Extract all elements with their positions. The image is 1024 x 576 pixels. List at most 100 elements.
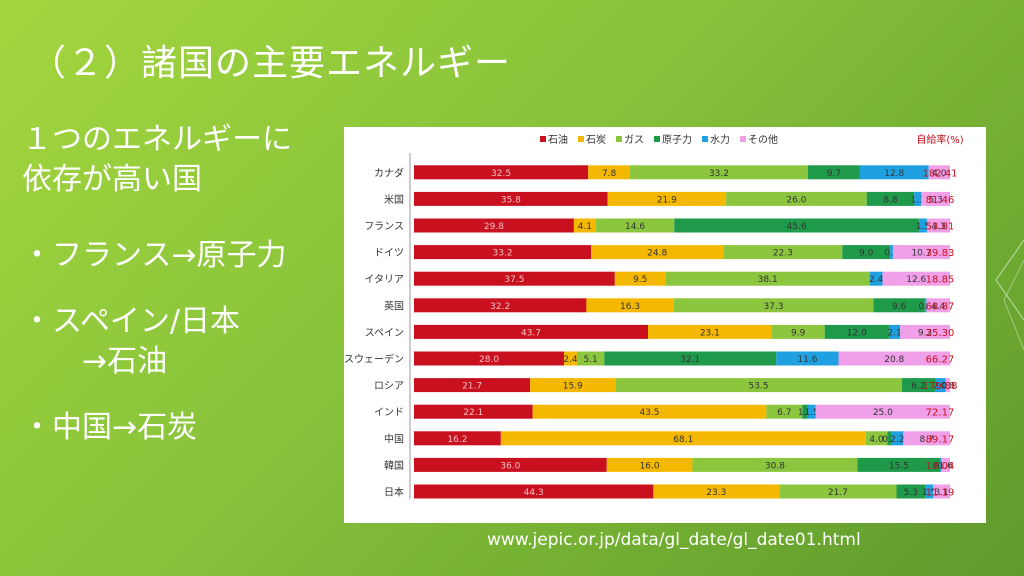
data-label: 3.1 bbox=[934, 488, 948, 498]
data-label: 33.2 bbox=[493, 249, 513, 259]
bar-segment bbox=[887, 431, 892, 446]
data-label: 35.8 bbox=[501, 195, 521, 205]
category-label: スウェーデン bbox=[344, 353, 404, 366]
bar-segment bbox=[414, 378, 531, 393]
data-label: 23.3 bbox=[706, 488, 726, 498]
legend-label-1: 石炭 bbox=[586, 134, 606, 146]
data-label: 33.2 bbox=[709, 169, 729, 179]
bullet-china: ・中国→石炭 bbox=[22, 410, 198, 445]
data-label: 2.2 bbox=[890, 435, 904, 445]
bar-segment bbox=[807, 165, 860, 180]
bullet-spain-japan: ・スペイン/日本 →石油 bbox=[22, 302, 342, 382]
bar-segment bbox=[925, 484, 934, 499]
bar-segment bbox=[615, 378, 902, 393]
data-label: 16.0 bbox=[640, 461, 660, 471]
decorative-lines bbox=[995, 239, 1024, 351]
bar-segment bbox=[888, 324, 901, 339]
data-label: 12.0 bbox=[847, 328, 867, 338]
self-sufficiency-value: 179.88 bbox=[923, 381, 958, 392]
bar-segment bbox=[414, 298, 587, 313]
data-label: 1.3 bbox=[911, 195, 925, 205]
category-label: スペイン bbox=[365, 328, 404, 339]
legend-swatch-1 bbox=[578, 136, 584, 142]
bar-segment bbox=[890, 245, 893, 260]
bar-segment bbox=[723, 245, 843, 260]
data-label: 2.4 bbox=[869, 275, 884, 285]
legend-swatch-5 bbox=[740, 136, 746, 142]
bar-segment bbox=[604, 351, 777, 366]
data-label: 0.8 bbox=[941, 382, 956, 392]
self-sufficiency-value: 39.83 bbox=[926, 248, 955, 259]
bar-segment bbox=[926, 218, 950, 233]
legend-swatch-3 bbox=[654, 136, 660, 142]
data-label: 8.7 bbox=[920, 435, 934, 445]
data-label: 2.0 bbox=[933, 382, 948, 392]
self-sufficiency-value: 25.30 bbox=[926, 328, 955, 339]
bar-segment bbox=[945, 378, 950, 393]
data-label: 6.7 bbox=[777, 408, 791, 418]
data-label: 6.2 bbox=[911, 382, 925, 392]
data-label: 4.1 bbox=[578, 222, 592, 232]
data-label: 15.9 bbox=[563, 382, 583, 392]
bar-segment bbox=[865, 431, 888, 446]
bar-segment bbox=[647, 324, 772, 339]
legend-label-5: その他 bbox=[748, 133, 778, 146]
bullet-spain-japan-line-2: →石油 bbox=[82, 344, 168, 379]
bar-segment bbox=[779, 484, 897, 499]
data-label: 21.7 bbox=[828, 488, 848, 498]
data-label: 32.1 bbox=[680, 355, 700, 365]
data-label: 26.0 bbox=[786, 195, 806, 205]
bar-segment bbox=[414, 351, 565, 366]
bar-segment bbox=[838, 351, 950, 366]
legend-swatch-2 bbox=[616, 136, 622, 142]
self-sufficiency-value: 11.19 bbox=[926, 488, 955, 499]
data-label: 22.1 bbox=[463, 408, 483, 418]
self-sufficiency-header: 自給率(%) bbox=[916, 133, 963, 146]
slide-title: （２）諸国の主要エネルギー bbox=[30, 43, 512, 84]
data-label: 1.5 bbox=[805, 408, 819, 418]
bar-segment bbox=[414, 165, 589, 180]
legend-label-0: 石油 bbox=[548, 133, 568, 146]
data-label: 25.0 bbox=[873, 408, 893, 418]
bar-segment bbox=[414, 404, 533, 419]
data-label: 36.0 bbox=[500, 461, 520, 471]
data-label: 9.7 bbox=[827, 169, 841, 179]
bar-segment bbox=[530, 378, 616, 393]
data-label: 9.0 bbox=[859, 249, 874, 259]
energy-mix-chart: 石油 石炭 ガス 原子力 水力 その他 自給率(%) カナダ 32.5 7.8 33.2 9.7 1… bbox=[344, 127, 986, 523]
data-label: 10.7 bbox=[911, 249, 931, 259]
bar-segment bbox=[903, 431, 950, 446]
data-label: 21.9 bbox=[657, 195, 677, 205]
data-label: 9.6 bbox=[892, 302, 907, 312]
bar-segment bbox=[940, 457, 942, 472]
data-label: 0.8 bbox=[882, 435, 897, 445]
data-label: 37.5 bbox=[504, 275, 524, 285]
data-label: 4.0 bbox=[932, 169, 947, 179]
bar-segment bbox=[653, 484, 780, 499]
data-label: 24.8 bbox=[647, 249, 667, 259]
bar-segment bbox=[771, 324, 825, 339]
data-label: 0.2 bbox=[934, 461, 948, 471]
bar-segment bbox=[766, 404, 803, 419]
self-sufficiency-value: 72.17 bbox=[926, 408, 955, 419]
bar-segment bbox=[414, 271, 615, 286]
bar-segment bbox=[857, 457, 941, 472]
category-label: イタリア bbox=[364, 274, 404, 286]
data-label: 45.6 bbox=[787, 222, 807, 232]
data-label: 1.0 bbox=[798, 408, 813, 418]
bar-segment bbox=[807, 404, 816, 419]
bar-segment bbox=[586, 298, 674, 313]
data-label: 9.5 bbox=[633, 275, 647, 285]
self-sufficiency-value: 68.87 bbox=[926, 301, 955, 312]
bar-segment bbox=[674, 218, 919, 233]
data-label: 28.0 bbox=[479, 355, 499, 365]
bar-segment bbox=[941, 457, 950, 472]
data-label: 38.1 bbox=[758, 275, 778, 285]
data-label: 43.5 bbox=[639, 408, 659, 418]
bar-segment bbox=[891, 431, 904, 446]
bar-segment bbox=[914, 191, 922, 206]
bar-segment bbox=[576, 351, 605, 366]
data-label: 1.6 bbox=[939, 461, 954, 471]
bar-segment bbox=[900, 324, 950, 339]
data-label: 4.0 bbox=[869, 435, 884, 445]
